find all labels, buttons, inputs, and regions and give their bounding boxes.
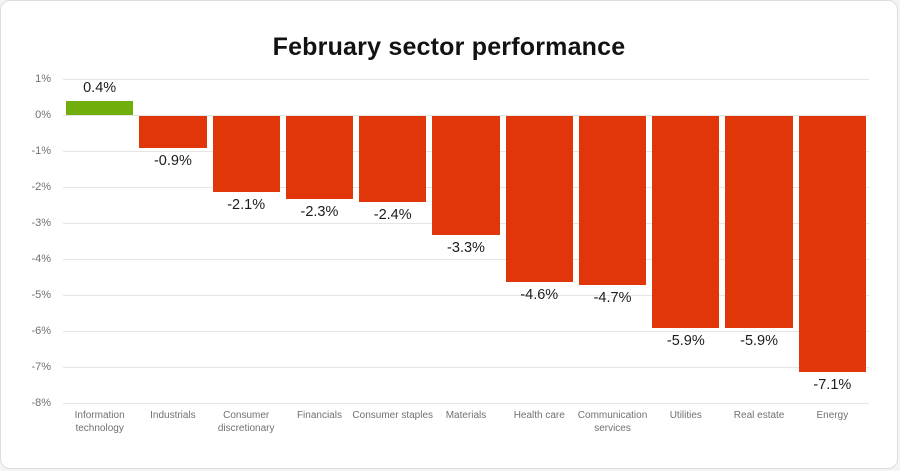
bar-materials — [432, 116, 500, 235]
x-axis: Information technology Industrials Consume… — [63, 409, 869, 453]
chart-title: February sector performance — [272, 33, 626, 61]
x-label-utilities: Utilities — [669, 410, 702, 421]
value-label-information-technology: 0.4% — [83, 79, 117, 96]
value-label-health-care: -4.6% — [520, 286, 559, 303]
value-label-consumer-discretionary: -2.1% — [227, 196, 266, 213]
y-axis: 1% 0% -1% -2% -3% -4% -5% -6% -7% -8% — [1, 73, 51, 409]
bar-financials — [285, 116, 354, 199]
value-label-consumer-staples: -2.4% — [373, 207, 412, 224]
bar-consumer-discretionary — [212, 116, 280, 192]
value-label-real-estate: -5.9% — [740, 333, 779, 350]
value-label-financials: -2.3% — [300, 203, 339, 220]
bar-health-care — [505, 116, 573, 282]
y-tick-label--4-: -4% — [31, 253, 51, 265]
y-tick-label--5-: -5% — [31, 289, 51, 301]
bar-utilities — [652, 116, 720, 329]
gridline--8- — [63, 403, 869, 404]
y-tick-label--2-: -2% — [31, 181, 51, 193]
y-tick-label-0-: 0% — [35, 109, 51, 121]
x-label-consumer-staples: Consumer staples — [352, 410, 434, 421]
bar-energy — [798, 116, 866, 372]
x-label-materials: Materials — [445, 410, 487, 421]
value-label-industrials: -0.9% — [153, 153, 192, 170]
x-label-real-estate: Real estate — [733, 410, 785, 421]
x-label-health-care: Health care — [513, 410, 565, 421]
value-label-communication-services: -4.7% — [593, 290, 632, 307]
y-tick-label--8-: -8% — [31, 397, 51, 409]
value-label-materials: -3.3% — [447, 239, 485, 256]
bar-real-estate — [725, 116, 793, 329]
bar-information-technology — [66, 100, 134, 115]
gridline--6- — [63, 331, 869, 332]
y-tick-label--1-: -1% — [31, 145, 51, 157]
gridline-0- — [63, 115, 869, 116]
bar-communication-services — [578, 116, 647, 286]
bar-industrials — [139, 116, 207, 149]
x-label-information-technology: Information technology — [74, 410, 125, 434]
gridline-1- — [63, 79, 869, 80]
x-label-financials: Financials — [296, 410, 342, 421]
value-label-energy: -7.1% — [813, 376, 852, 393]
y-tick-label--7-: -7% — [31, 361, 51, 373]
x-label-consumer-discretionary: Consumer discretionary — [217, 410, 275, 434]
y-tick-label--6-: -6% — [31, 325, 51, 337]
x-label-communication-services: Communication services — [577, 410, 648, 434]
plot-area: 0.4% -0.9% -2.1% -2.3% -2.4% -3.3% -4.6% -4.7% -… — [63, 79, 869, 404]
y-tick-label-1-: 1% — [35, 73, 51, 85]
value-label-utilities: -5.9% — [666, 333, 705, 350]
x-label-industrials: Industrials — [150, 410, 196, 421]
gridline--5- — [63, 295, 869, 296]
bar-consumer-staples — [359, 116, 427, 203]
x-label-energy: Energy — [816, 410, 849, 421]
y-tick-label--3-: -3% — [31, 217, 51, 229]
gridline--4- — [63, 259, 869, 260]
gridline--7- — [63, 367, 869, 368]
